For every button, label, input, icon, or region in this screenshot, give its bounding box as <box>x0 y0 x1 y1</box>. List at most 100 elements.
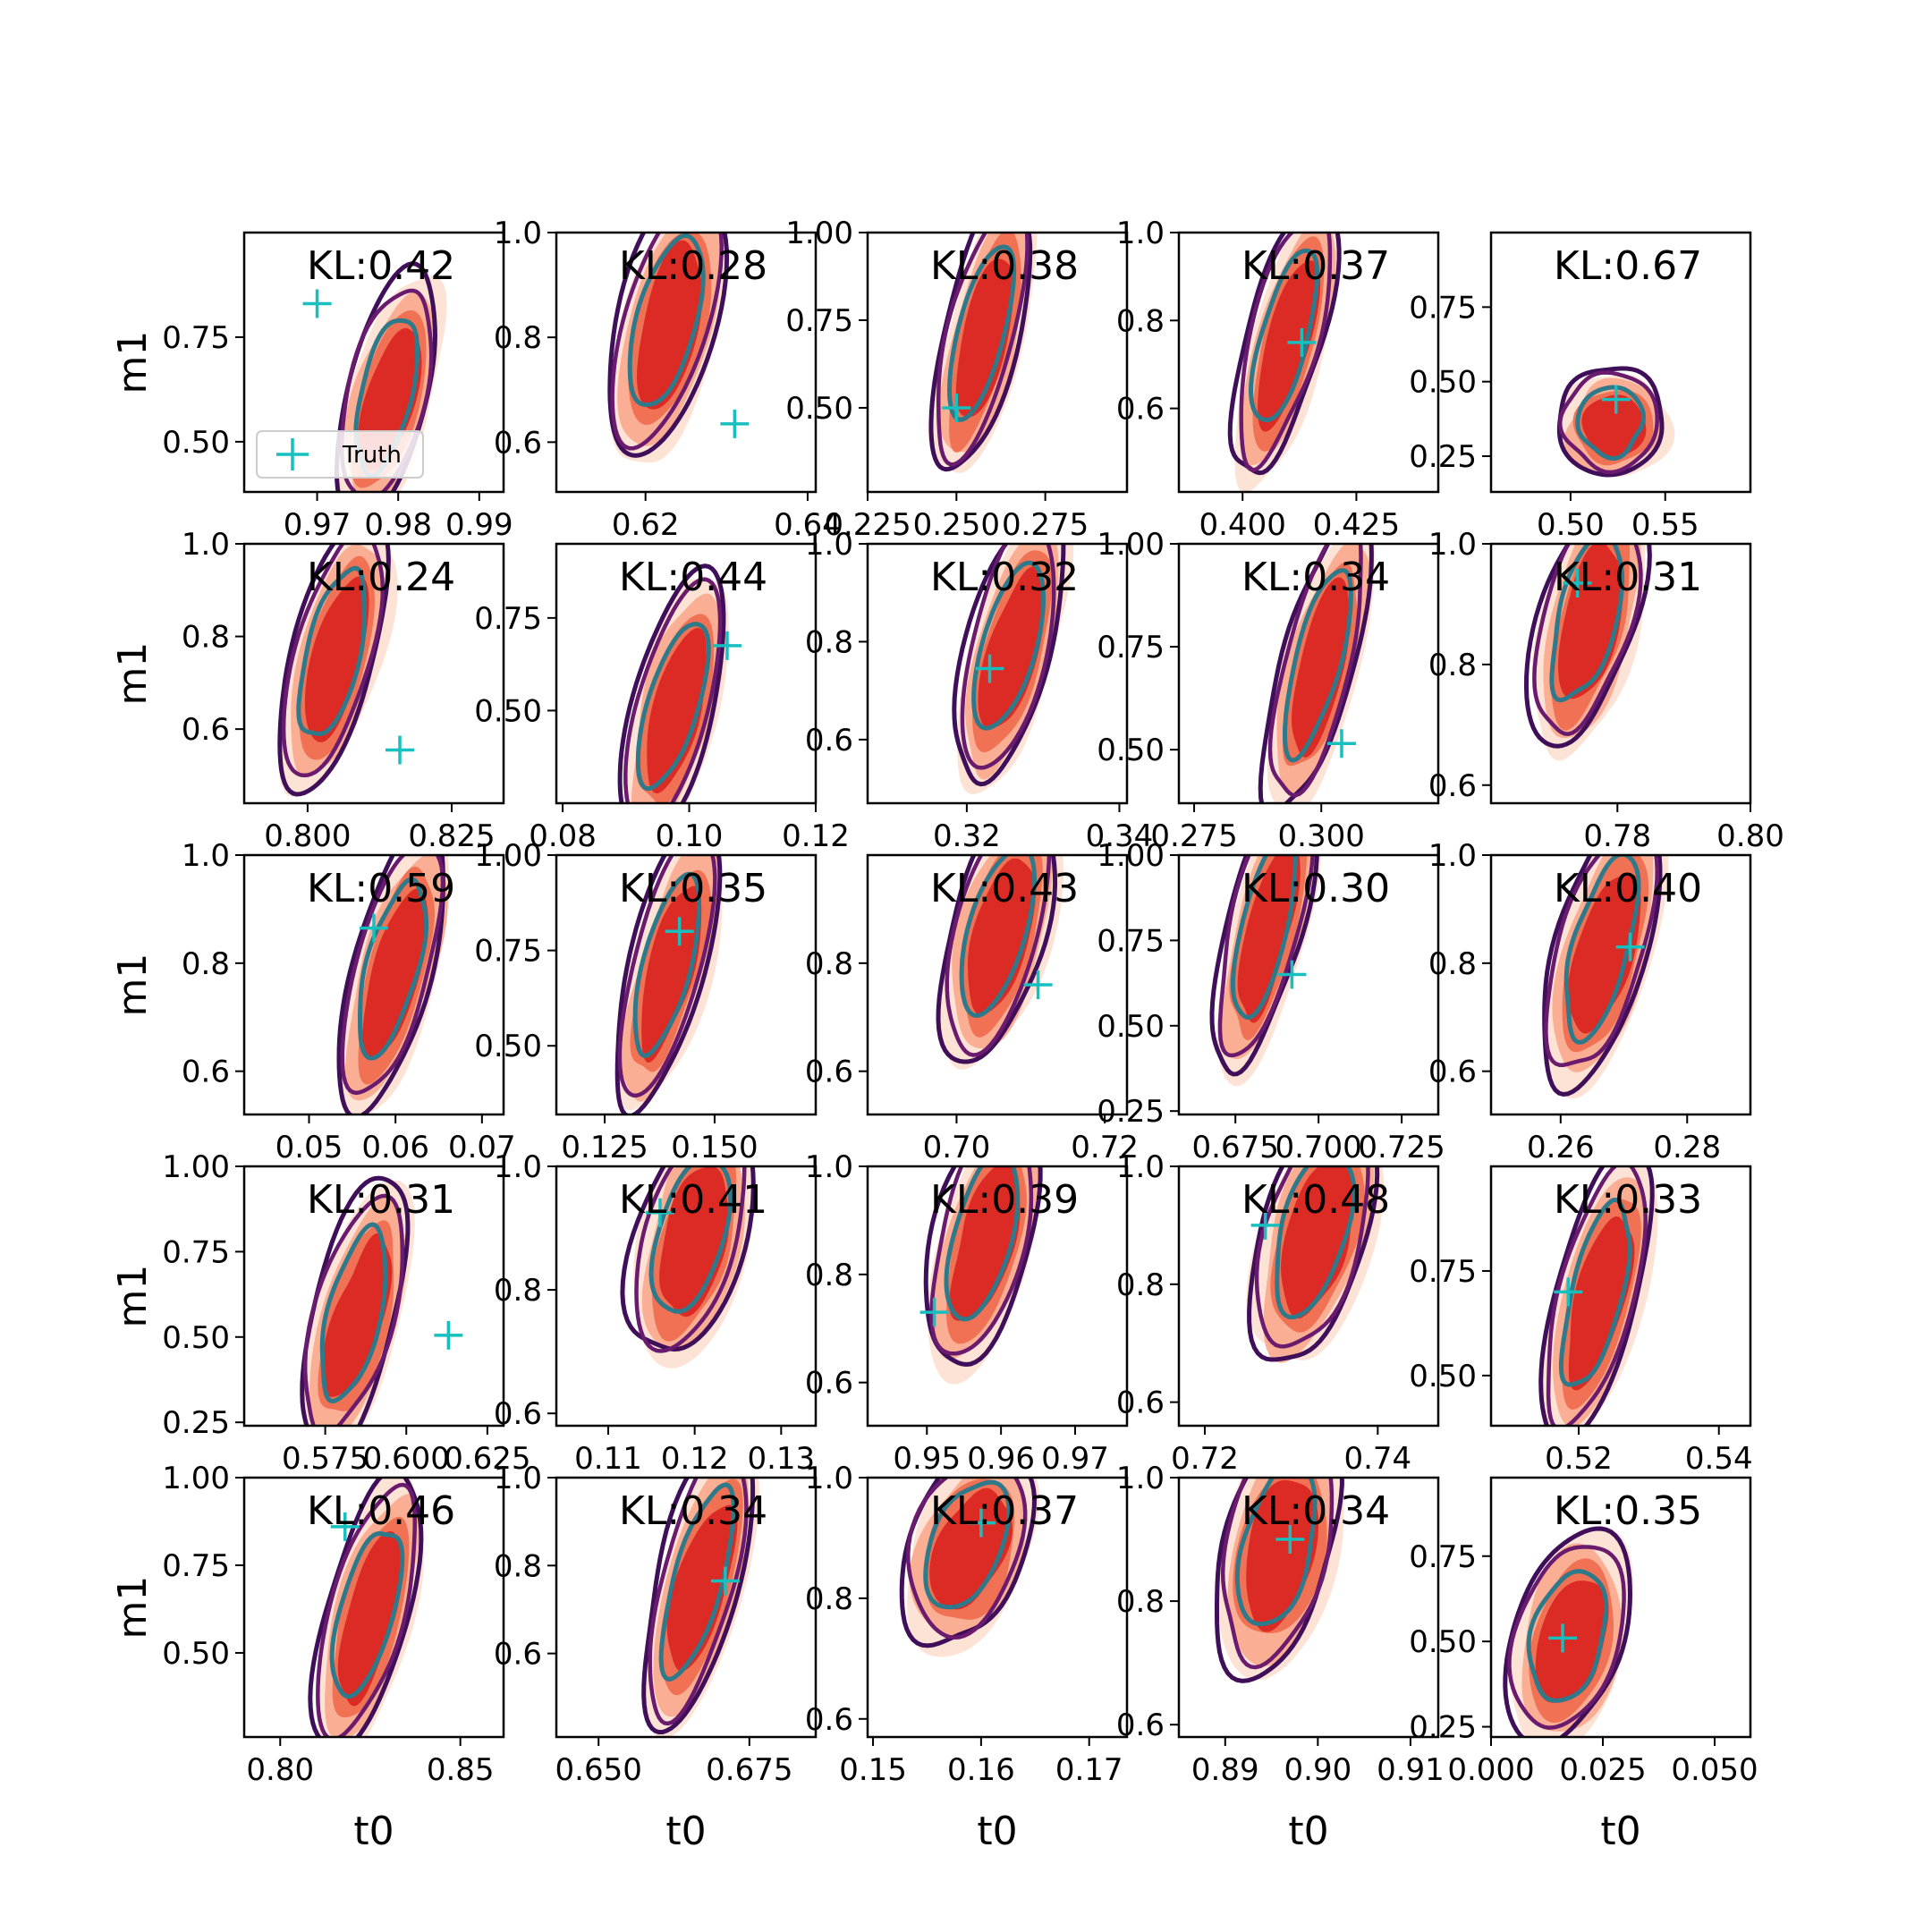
axes-frame <box>555 542 818 805</box>
axes-frame <box>555 231 818 494</box>
truth-marker <box>1023 970 1053 999</box>
y-tick-label: 0.8 <box>805 624 853 660</box>
x-tick-label: 0.96 <box>967 1441 1035 1477</box>
x-tick-label: 0.300 <box>1278 818 1365 854</box>
contour-line <box>641 1478 756 1734</box>
x-tick-label: 0.275 <box>1150 818 1237 854</box>
density-fill <box>1292 577 1350 758</box>
density-fill <box>929 1487 1013 1610</box>
y-tick-label: 0.8 <box>805 1258 853 1293</box>
contour-line <box>358 877 429 1061</box>
density-group <box>308 1478 424 1737</box>
density-group <box>336 855 450 1114</box>
contour-line <box>634 1166 747 1353</box>
y-tick-label: 0.75 <box>1409 1254 1477 1290</box>
x-tick-label: 0.275 <box>1002 507 1089 543</box>
truth-marker <box>665 917 694 946</box>
y-tick-label: 0.50 <box>162 1320 230 1356</box>
panel-11: 0.05 0.06 0.07 1.0 0.8 0.6 KL:0.59 m1 <box>110 838 516 1165</box>
contour-line <box>340 855 445 1096</box>
x-tick-label: 0.700 <box>1275 1130 1361 1165</box>
axes-frame <box>866 231 1129 494</box>
y-tick-label: 0.50 <box>1409 1624 1477 1660</box>
axes-frame <box>866 542 1129 805</box>
x-tick-label: 0.625 <box>444 1441 530 1477</box>
x-axis-label: t0 <box>1288 1809 1328 1854</box>
density-group <box>1215 1478 1344 1683</box>
x-axis-label: t0 <box>1600 1809 1640 1854</box>
axes-frame <box>242 231 505 494</box>
axes-frame <box>1177 1165 1440 1428</box>
truth-marker <box>712 631 741 660</box>
y-tick-label: 1.00 <box>474 838 542 874</box>
axes-frame <box>1177 853 1440 1116</box>
kl-label: KL:0.37 <box>1241 243 1390 289</box>
y-tick-label: 0.6 <box>805 1366 853 1402</box>
density-group <box>1258 544 1375 803</box>
y-tick-label: 0.75 <box>1409 290 1477 326</box>
axes-frame <box>1489 853 1752 1116</box>
contour-line <box>1503 1526 1633 1737</box>
panel-5: 0.50 0.55 0.75 0.50 0.25 KL:0.67 <box>1409 231 1752 543</box>
axes-frame <box>555 1165 818 1428</box>
panel-25: 0.000 0.025 0.050 0.75 0.50 0.25 KL:0.35 t0 <box>1409 1476 1758 1854</box>
x-tick-label: 0.250 <box>913 507 1000 543</box>
contour-line <box>607 233 730 458</box>
y-tick-label: 1.0 <box>494 1149 542 1185</box>
panel-10: 0.78 0.80 1.0 0.8 0.6 KL:0.31 <box>1428 527 1784 854</box>
contour-line <box>296 565 367 737</box>
density-fill <box>659 1166 730 1318</box>
x-tick-label: 0.400 <box>1199 507 1286 543</box>
contour-line <box>1542 855 1663 1097</box>
y-tick-label: 1.0 <box>1116 1149 1165 1185</box>
panel-22: 0.650 0.675 1.0 0.8 0.6 KL:0.34 t0 <box>494 1461 818 1854</box>
contour-line <box>1546 1166 1648 1426</box>
density-fill <box>1246 1479 1318 1632</box>
axes-frame <box>1177 542 1440 805</box>
x-tick-label: 0.85 <box>427 1752 495 1788</box>
kl-label: KL:0.34 <box>1241 555 1390 600</box>
y-tick-label: 0.75 <box>1097 923 1165 959</box>
axes-frame <box>242 1165 505 1428</box>
panel-18: 0.95 0.96 0.97 1.0 0.8 0.6 KL:0.39 <box>805 1149 1129 1477</box>
contour-line <box>929 1166 1034 1356</box>
contour-line <box>1247 1166 1380 1362</box>
truth-marker <box>330 1512 360 1541</box>
density-group <box>1209 855 1322 1087</box>
x-tick-label: 0.08 <box>529 818 597 854</box>
x-tick-label: 0.15 <box>839 1752 907 1788</box>
x-tick-label: 0.99 <box>445 507 513 543</box>
axes-frame <box>1489 1165 1752 1428</box>
panel-20: 0.52 0.54 0.75 0.50 KL:0.33 <box>1409 1165 1753 1477</box>
axes-frame <box>555 853 818 1116</box>
kl-label: KL:0.40 <box>1554 866 1702 911</box>
panel-15: 0.26 0.28 1.0 0.8 0.6 KL:0.40 <box>1428 838 1752 1165</box>
x-tick-label: 0.06 <box>361 1130 429 1165</box>
axes-frame <box>866 853 1129 1116</box>
contour-line <box>1258 544 1374 803</box>
contour-line <box>946 244 1017 422</box>
x-tick-label: 0.80 <box>246 1752 314 1788</box>
x-tick-label: 0.55 <box>1631 507 1699 543</box>
truth-marker <box>1287 327 1317 357</box>
y-tick-label: 1.0 <box>1428 527 1477 563</box>
x-tick-label: 0.225 <box>824 507 911 543</box>
x-tick-label: 0.050 <box>1671 1752 1758 1788</box>
contour-line <box>1220 1478 1335 1670</box>
y-tick-label: 0.50 <box>1097 733 1165 768</box>
density-fill <box>1258 260 1321 432</box>
y-tick-label: 0.50 <box>1409 365 1477 401</box>
contour-line <box>1544 855 1659 1067</box>
truth-marker <box>386 735 414 765</box>
x-tick-label: 0.91 <box>1377 1752 1445 1788</box>
x-tick-label: 0.07 <box>448 1130 516 1165</box>
kl-label: KL:0.34 <box>619 1488 767 1534</box>
density-group <box>617 564 729 803</box>
density-fill <box>1568 1216 1635 1391</box>
contour-line <box>936 233 1030 467</box>
legend-label: Truth <box>342 442 402 469</box>
density-group <box>1542 855 1669 1099</box>
y-tick-label: 0.6 <box>494 425 542 461</box>
axes-frame <box>242 853 505 1116</box>
